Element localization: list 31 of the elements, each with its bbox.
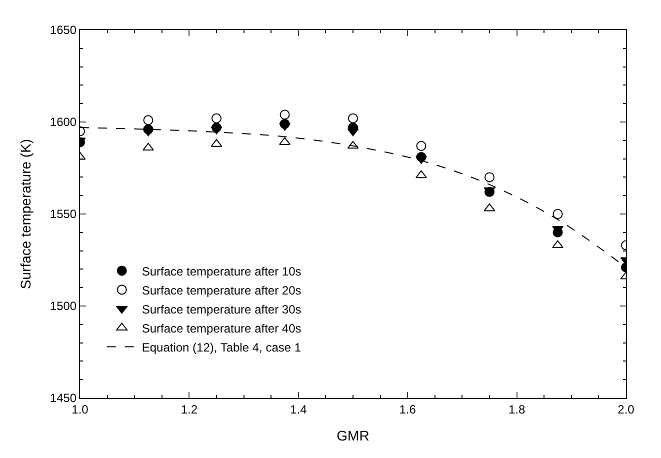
point (416, 170, 427, 178)
legend-label: Surface temperature after 10s (142, 264, 302, 278)
point (348, 113, 358, 124)
point (142, 142, 154, 151)
point (142, 128, 154, 136)
y-tick-label: 1500 (50, 299, 77, 314)
point (280, 110, 290, 120)
point (143, 115, 154, 126)
point (347, 128, 359, 136)
y-axis-title: Surface temperature (K) (17, 138, 34, 290)
point (212, 113, 222, 124)
y-tick-label: 1650 (50, 23, 77, 38)
y-tick-label: 1550 (50, 207, 77, 222)
y-tick-label: 1600 (50, 115, 77, 130)
x-tick-label: 1.8 (508, 402, 526, 416)
point (484, 203, 496, 212)
x-tick-label: 2.0 (618, 402, 635, 416)
point (416, 140, 426, 151)
point (347, 140, 359, 149)
legend-label: Surface temperature after 30s (142, 302, 302, 316)
point (552, 209, 563, 219)
x-axis-title: GMR (336, 428, 370, 444)
legend-label: Equation (12), Table 4, case 1 (142, 340, 302, 354)
x-tick-label: 1.6 (399, 402, 416, 416)
legend-label: Surface temperature after 20s (142, 283, 302, 298)
point (484, 172, 494, 182)
x-tick-label: 1.2 (180, 402, 198, 416)
legend-label: Surface temperature after 40s (142, 321, 302, 336)
x-tick-label: 1.4 (290, 402, 308, 416)
point (279, 122, 290, 131)
point (552, 240, 564, 248)
